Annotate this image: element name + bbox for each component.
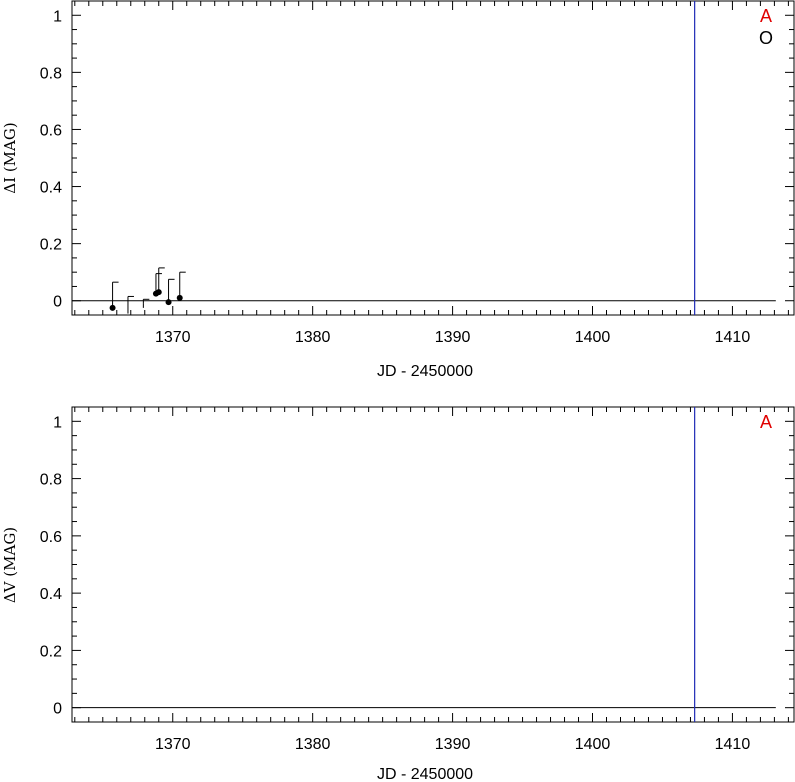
x-tick-label: 1370 bbox=[155, 736, 191, 753]
y-tick-label: 0.8 bbox=[40, 65, 62, 82]
y-tick-label: 0.6 bbox=[40, 122, 62, 139]
y-tick-label: 0.4 bbox=[40, 180, 62, 197]
data-point bbox=[109, 304, 116, 311]
y-tick-label: 0.2 bbox=[40, 237, 62, 254]
y-tick-label: 1 bbox=[53, 414, 62, 431]
x-tick-label: 1390 bbox=[435, 736, 471, 753]
y-axis-title: ΔI (MAG) bbox=[1, 122, 19, 193]
x-tick-label: 1370 bbox=[155, 329, 191, 346]
x-tick-label: 1400 bbox=[575, 736, 611, 753]
y-tick-label: 0 bbox=[53, 701, 62, 718]
chart-panel-i-band: 1370 1380 1390 1400 1410 0 0.2 0.4 0.6 0.8 1 JD - 2… bbox=[1, 0, 795, 380]
y-tick-label: 0.4 bbox=[40, 586, 62, 603]
x-axis-title: JD - 2450000 bbox=[377, 766, 473, 782]
plot-frame bbox=[71, 0, 795, 316]
x-tick-label: 1380 bbox=[295, 329, 331, 346]
legend-label: A bbox=[760, 6, 772, 26]
legend-label: O bbox=[759, 28, 773, 48]
x-tick-label: 1390 bbox=[435, 329, 471, 346]
plot-frame bbox=[71, 406, 795, 723]
data-point bbox=[165, 299, 172, 306]
x-tick-label: 1410 bbox=[715, 329, 751, 346]
x-tick-label: 1380 bbox=[295, 736, 331, 753]
y-tick-label: 1 bbox=[53, 8, 62, 25]
y-axis-title: ΔV (MAG) bbox=[1, 527, 19, 603]
data-point bbox=[155, 289, 162, 296]
legend-label: A bbox=[760, 412, 772, 432]
y-tick-label: 0.6 bbox=[40, 529, 62, 546]
chart-panel-v-band: 1370 1380 1390 1400 1410 0 0.2 0.4 0.6 0.8 1 JD - 2… bbox=[1, 406, 795, 782]
y-tick-label: 0 bbox=[53, 294, 62, 311]
x-axis-title: JD - 2450000 bbox=[377, 363, 473, 380]
x-tick-label: 1400 bbox=[575, 329, 611, 346]
x-tick-label: 1410 bbox=[715, 736, 751, 753]
y-tick-label: 0.2 bbox=[40, 643, 62, 660]
y-tick-label: 0.8 bbox=[40, 472, 62, 489]
data-point bbox=[176, 294, 183, 301]
